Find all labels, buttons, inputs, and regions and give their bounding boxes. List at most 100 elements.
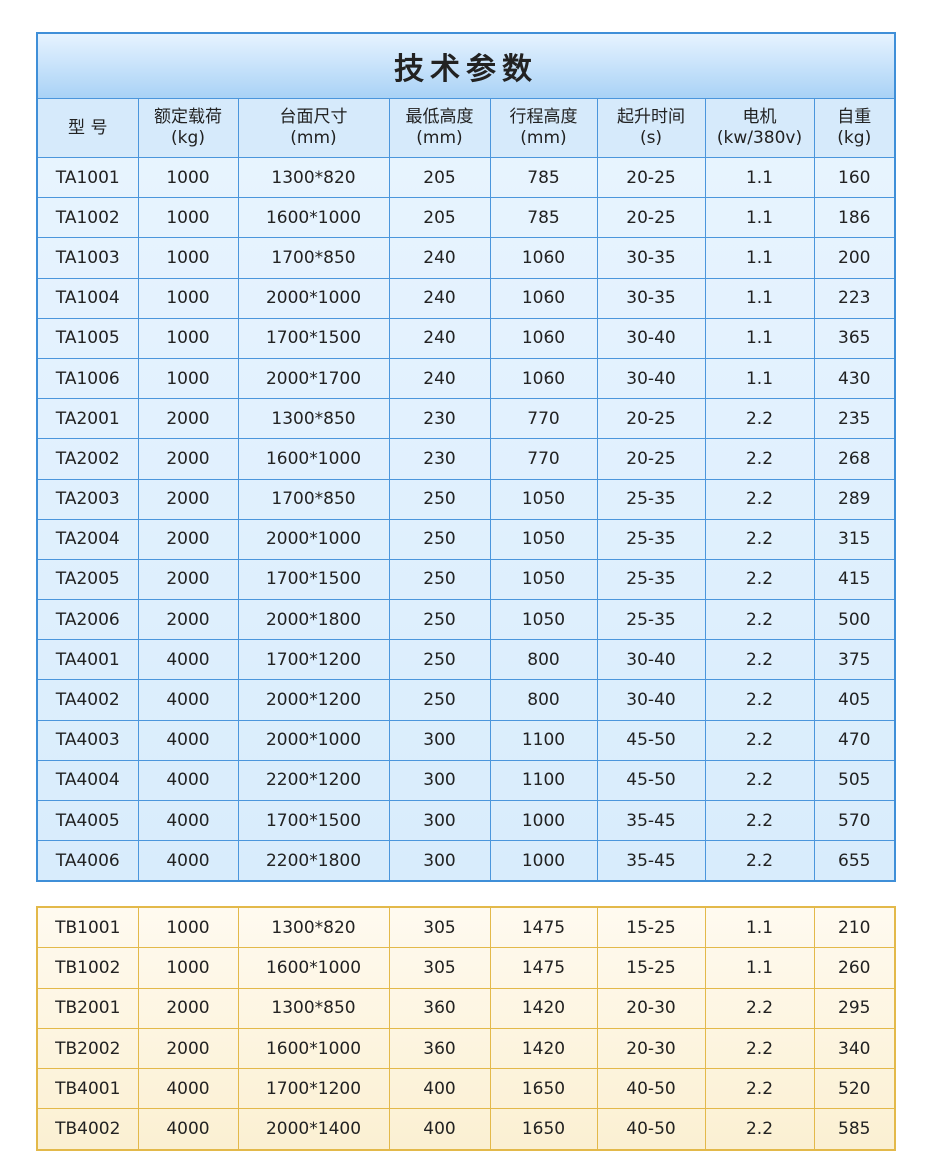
cell: 1000 [137, 237, 239, 279]
cell: 20-30 [596, 987, 706, 1029]
header-text: (s) [639, 128, 663, 148]
cell: 1420 [489, 1027, 598, 1070]
cell: 770 [489, 438, 598, 480]
cell: 1060 [489, 317, 598, 359]
table-row: TA1002 1000 1600*1000 205 785 20-25 1.1 186 [36, 197, 896, 239]
cell: 770 [489, 398, 598, 440]
cell: 2.2 [704, 398, 815, 440]
cell: 230 [388, 398, 491, 440]
cell: 2000 [137, 438, 239, 480]
cell: 470 [813, 719, 896, 761]
table-row: TA4005 4000 1700*1500 300 1000 35-45 2.2 570 [36, 799, 896, 842]
cell: 40-50 [596, 1068, 706, 1110]
cell: 360 [388, 987, 491, 1029]
cell: 785 [489, 197, 598, 239]
header-cell: 最低高度 (mm) [388, 98, 491, 158]
cell: 260 [813, 947, 896, 989]
cell: TA4004 [36, 759, 139, 802]
header-text: (kg) [171, 128, 205, 148]
table-row: TA1006 1000 2000*1700 240 1060 30-40 1.1 430 [36, 357, 896, 400]
table-row: TA4001 4000 1700*1200 250 800 30-40 2.2 375 [36, 639, 896, 681]
cell: TA1006 [36, 357, 139, 400]
title: 技术参数 [36, 32, 896, 99]
table-row: TB1001 1000 1300*820 305 1475 15-25 1.1 210 [36, 906, 896, 949]
cell: 1600*1000 [237, 197, 390, 239]
cell: 250 [388, 599, 491, 641]
cell: 2.2 [704, 599, 815, 641]
cell: 1.1 [704, 357, 815, 400]
cell: TA1004 [36, 277, 139, 319]
cell: 2000*1000 [237, 518, 390, 560]
cell: 2.2 [704, 478, 815, 520]
cell: 2000 [137, 398, 239, 440]
cell: 1060 [489, 357, 598, 400]
cell: 2000 [137, 518, 239, 560]
cell: TB4001 [36, 1068, 139, 1110]
cell: 250 [388, 679, 491, 721]
cell: 4000 [137, 799, 239, 842]
table-row: TA1003 1000 1700*850 240 1060 30-35 1.1 200 [36, 237, 896, 279]
cell: 160 [813, 156, 896, 199]
cell: 2000*1400 [237, 1108, 390, 1151]
cell: 400 [388, 1068, 491, 1110]
cell: 4000 [137, 679, 239, 721]
header-cell: 自重 (kg) [813, 98, 896, 158]
cell: 240 [388, 357, 491, 400]
cell: 2.2 [704, 840, 815, 882]
cell: 25-35 [596, 518, 706, 560]
cell: 2.2 [704, 719, 815, 761]
cell: 1000 [137, 357, 239, 400]
cell: 400 [388, 1108, 491, 1151]
cell: 30-40 [596, 357, 706, 400]
table-row: TA1005 1000 1700*1500 240 1060 30-40 1.1 365 [36, 317, 896, 359]
cell: 1700*850 [237, 478, 390, 520]
cell: TA2003 [36, 478, 139, 520]
cell: 1.1 [704, 197, 815, 239]
cell: TA2005 [36, 558, 139, 601]
cell: 1050 [489, 558, 598, 601]
cell: TA2006 [36, 599, 139, 641]
cell: 2.2 [704, 639, 815, 681]
header-text: 额定载荷 [154, 107, 222, 127]
cell: 1600*1000 [237, 438, 390, 480]
header-cell: 起升时间 (s) [596, 98, 706, 158]
cell: 30-40 [596, 317, 706, 359]
header-text: 行程高度 [509, 107, 578, 127]
cell: 1300*820 [237, 156, 390, 199]
cell: 2000*1000 [237, 719, 390, 761]
cell: TA2004 [36, 518, 139, 560]
cell: 1420 [489, 987, 598, 1029]
table-row: TA2004 2000 2000*1000 250 1050 25-35 2.2 315 [36, 518, 896, 560]
cell: 2.2 [704, 987, 815, 1029]
cell: 2.2 [704, 759, 815, 802]
cell: TA4001 [36, 639, 139, 681]
cell: 800 [489, 679, 598, 721]
cell: 45-50 [596, 719, 706, 761]
table-row: TA1004 1000 2000*1000 240 1060 30-35 1.1 223 [36, 277, 896, 319]
cell: TA4003 [36, 719, 139, 761]
cell: 205 [388, 197, 491, 239]
cell: TA1001 [36, 156, 139, 199]
cell: 1060 [489, 237, 598, 279]
table-row: TB4002 4000 2000*1400 400 1650 40-50 2.2 585 [36, 1108, 896, 1151]
cell: 1000 [489, 840, 598, 882]
cell: 1050 [489, 478, 598, 520]
cell: 30-35 [596, 277, 706, 319]
cell: 1700*1200 [237, 1068, 390, 1110]
cell: 1.1 [704, 947, 815, 989]
cell: 250 [388, 478, 491, 520]
cell: 2000*1800 [237, 599, 390, 641]
cell: 30-35 [596, 237, 706, 279]
cell: 585 [813, 1108, 896, 1151]
cell: 1300*850 [237, 987, 390, 1029]
cell: 20-30 [596, 1027, 706, 1070]
header-cell: 电机 (kw/380v) [704, 98, 815, 158]
table-row: TA4004 4000 2200*1200 300 1100 45-50 2.2 505 [36, 759, 896, 802]
cell: 1.1 [704, 317, 815, 359]
cell: 1700*1500 [237, 317, 390, 359]
cell: 240 [388, 317, 491, 359]
cell: 305 [388, 906, 491, 949]
cell: 25-35 [596, 478, 706, 520]
cell: 405 [813, 679, 896, 721]
cell: 1.1 [704, 277, 815, 319]
